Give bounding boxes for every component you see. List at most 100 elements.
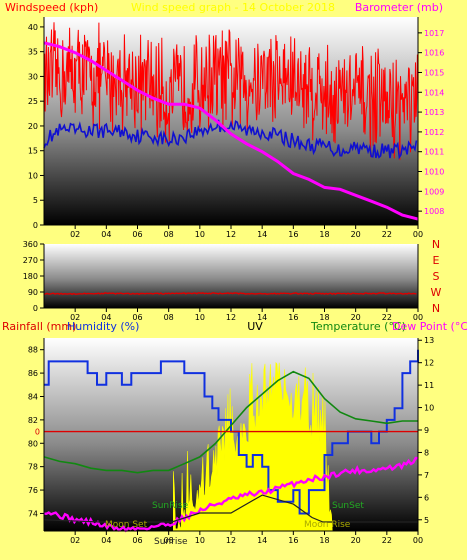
temperature-y2-tick-label: 12 [424, 359, 434, 368]
wind-y-tick-label: 0 [33, 221, 38, 230]
temp-x-tick-label: 04 [101, 536, 111, 545]
average-series-line [43, 119, 418, 160]
direction-x-tick-label: 18 [319, 313, 329, 322]
direction-panel-bg [44, 244, 418, 308]
direction-y-tick-label: 90 [28, 288, 38, 297]
barometer-series-line [43, 41, 419, 221]
windspeed-axis-title: Windspeed (kph) [5, 1, 98, 14]
wind-x-tick-label: 10 [195, 230, 205, 239]
wind-x-tick-label: 14 [257, 230, 267, 239]
temp-x-tick-label: 06 [132, 536, 142, 545]
wind-x-tick-label: 06 [132, 230, 142, 239]
wind-y-tick-label: 15 [28, 147, 38, 156]
humidity-axis-title: Humidity (%) [67, 320, 139, 333]
direction-x-tick-label: 14 [257, 313, 267, 322]
direction-x-tick-label: 08 [164, 313, 174, 322]
moonset-label: Moon Set [105, 520, 148, 530]
wind-y-tick-label: 40 [28, 23, 38, 32]
humidity-y-tick-label: 86 [28, 369, 38, 378]
uv-axis-title: UV [247, 320, 263, 333]
rainfall-zero-label: 0 [35, 428, 40, 437]
uv-area [173, 361, 333, 532]
direction-y-tick-label: 360 [23, 240, 38, 249]
sunset-label: SunSet [332, 501, 364, 511]
barometer-y2-tick-label: 1015 [424, 68, 444, 77]
chart-title: Wind speed graph - 14 October 2018 [131, 1, 335, 14]
barometer-axis-title: Barometer (mb) [355, 1, 443, 14]
humidity-y-tick-label: 82 [28, 416, 38, 425]
compass-label: W [431, 286, 442, 299]
humidity-y-tick-label: 74 [28, 509, 38, 518]
compass-label: N [432, 302, 440, 315]
temperature-y2-tick-label: 9 [424, 426, 429, 435]
direction-x-tick-label: 16 [288, 313, 298, 322]
direction-x-tick-label: 06 [132, 313, 142, 322]
wind-x-tick-label: 18 [319, 230, 329, 239]
barometer-y2-tick-label: 1012 [424, 128, 444, 137]
temp-x-tick-label: 08 [164, 536, 174, 545]
barometer-y2-tick-label: 1011 [424, 148, 444, 157]
wind-y-tick-label: 25 [28, 97, 38, 106]
direction-x-tick-label: 00 [413, 313, 423, 322]
temperature-y2-tick-label: 8 [424, 448, 429, 457]
barometer-y2-tick-label: 1014 [424, 88, 444, 97]
humidity-y-tick-label: 84 [28, 392, 38, 401]
wind-y-tick-label: 30 [28, 72, 38, 81]
sunrise-label: SunRise [152, 501, 189, 511]
temperature-y2-tick-label: 10 [424, 404, 434, 413]
direction-x-tick-label: 10 [195, 313, 205, 322]
humidity-y-tick-label: 80 [28, 439, 38, 448]
humidity-y-tick-label: 76 [28, 486, 38, 495]
temperature-y2-tick-label: 13 [424, 336, 434, 345]
wind-x-tick-label: 16 [288, 230, 298, 239]
wind-x-tick-label: 04 [101, 230, 111, 239]
wind-x-tick-label: 08 [164, 230, 174, 239]
wind-y-tick-label: 10 [28, 171, 38, 180]
humidity-series-line [44, 349, 419, 515]
direction-x-tick-label: 12 [226, 313, 236, 322]
temperature-y2-tick-label: 5 [424, 516, 429, 525]
temp-x-tick-label: 20 [351, 536, 361, 545]
direction-y-tick-label: 180 [23, 272, 38, 281]
direction-x-tick-label: 20 [351, 313, 361, 322]
barometer-y2-tick-label: 1013 [424, 108, 444, 117]
sun-moon-line [43, 494, 418, 523]
temperature-y2-tick-label: 11 [424, 381, 434, 390]
temperature-y2-tick-label: 6 [424, 493, 429, 502]
temp-x-tick-label: 12 [226, 536, 236, 545]
temperature-axis-title: Temperature (°C) [310, 320, 406, 333]
gust-series-line [43, 22, 419, 161]
direction-series-line [43, 292, 417, 296]
wind-x-tick-label: 12 [226, 230, 236, 239]
direction-x-tick-label: 22 [382, 313, 392, 322]
barometer-y2-tick-label: 1017 [424, 29, 444, 38]
barometer-y2-tick-label: 1010 [424, 168, 444, 177]
direction-x-tick-label: 04 [101, 313, 111, 322]
moonrise-label: Moon Rise [304, 520, 351, 530]
wind-x-tick-label: 22 [382, 230, 392, 239]
temperature-y2-tick-label: 7 [424, 471, 429, 480]
temperature-series-line [43, 370, 418, 474]
temp-x-tick-label: 22 [382, 536, 392, 545]
humidity-y-tick-label: 78 [28, 463, 38, 472]
compass-label: S [433, 270, 440, 283]
direction-x-tick-label: 02 [70, 313, 80, 322]
barometer-y2-tick-label: 1009 [424, 187, 444, 196]
temp-x-tick-label: 18 [319, 536, 329, 545]
wind-y-tick-label: 5 [33, 196, 38, 205]
wind-x-tick-label: 02 [70, 230, 80, 239]
wind-x-tick-label: 20 [351, 230, 361, 239]
direction-y-tick-label: 0 [33, 304, 38, 313]
dewpoint-series-line [43, 456, 419, 533]
compass-label: N [432, 238, 440, 251]
temp-x-tick-label: 10 [195, 536, 205, 545]
temp-x-tick-label: 00 [413, 536, 423, 545]
humidity-y-tick-label: 88 [28, 346, 38, 355]
wind-x-tick-label: 00 [413, 230, 423, 239]
barometer-y2-tick-label: 1016 [424, 49, 444, 58]
temp-x-tick-label: 14 [257, 536, 267, 545]
wind-y-tick-label: 35 [28, 48, 38, 57]
temp-x-tick-label: 16 [288, 536, 298, 545]
